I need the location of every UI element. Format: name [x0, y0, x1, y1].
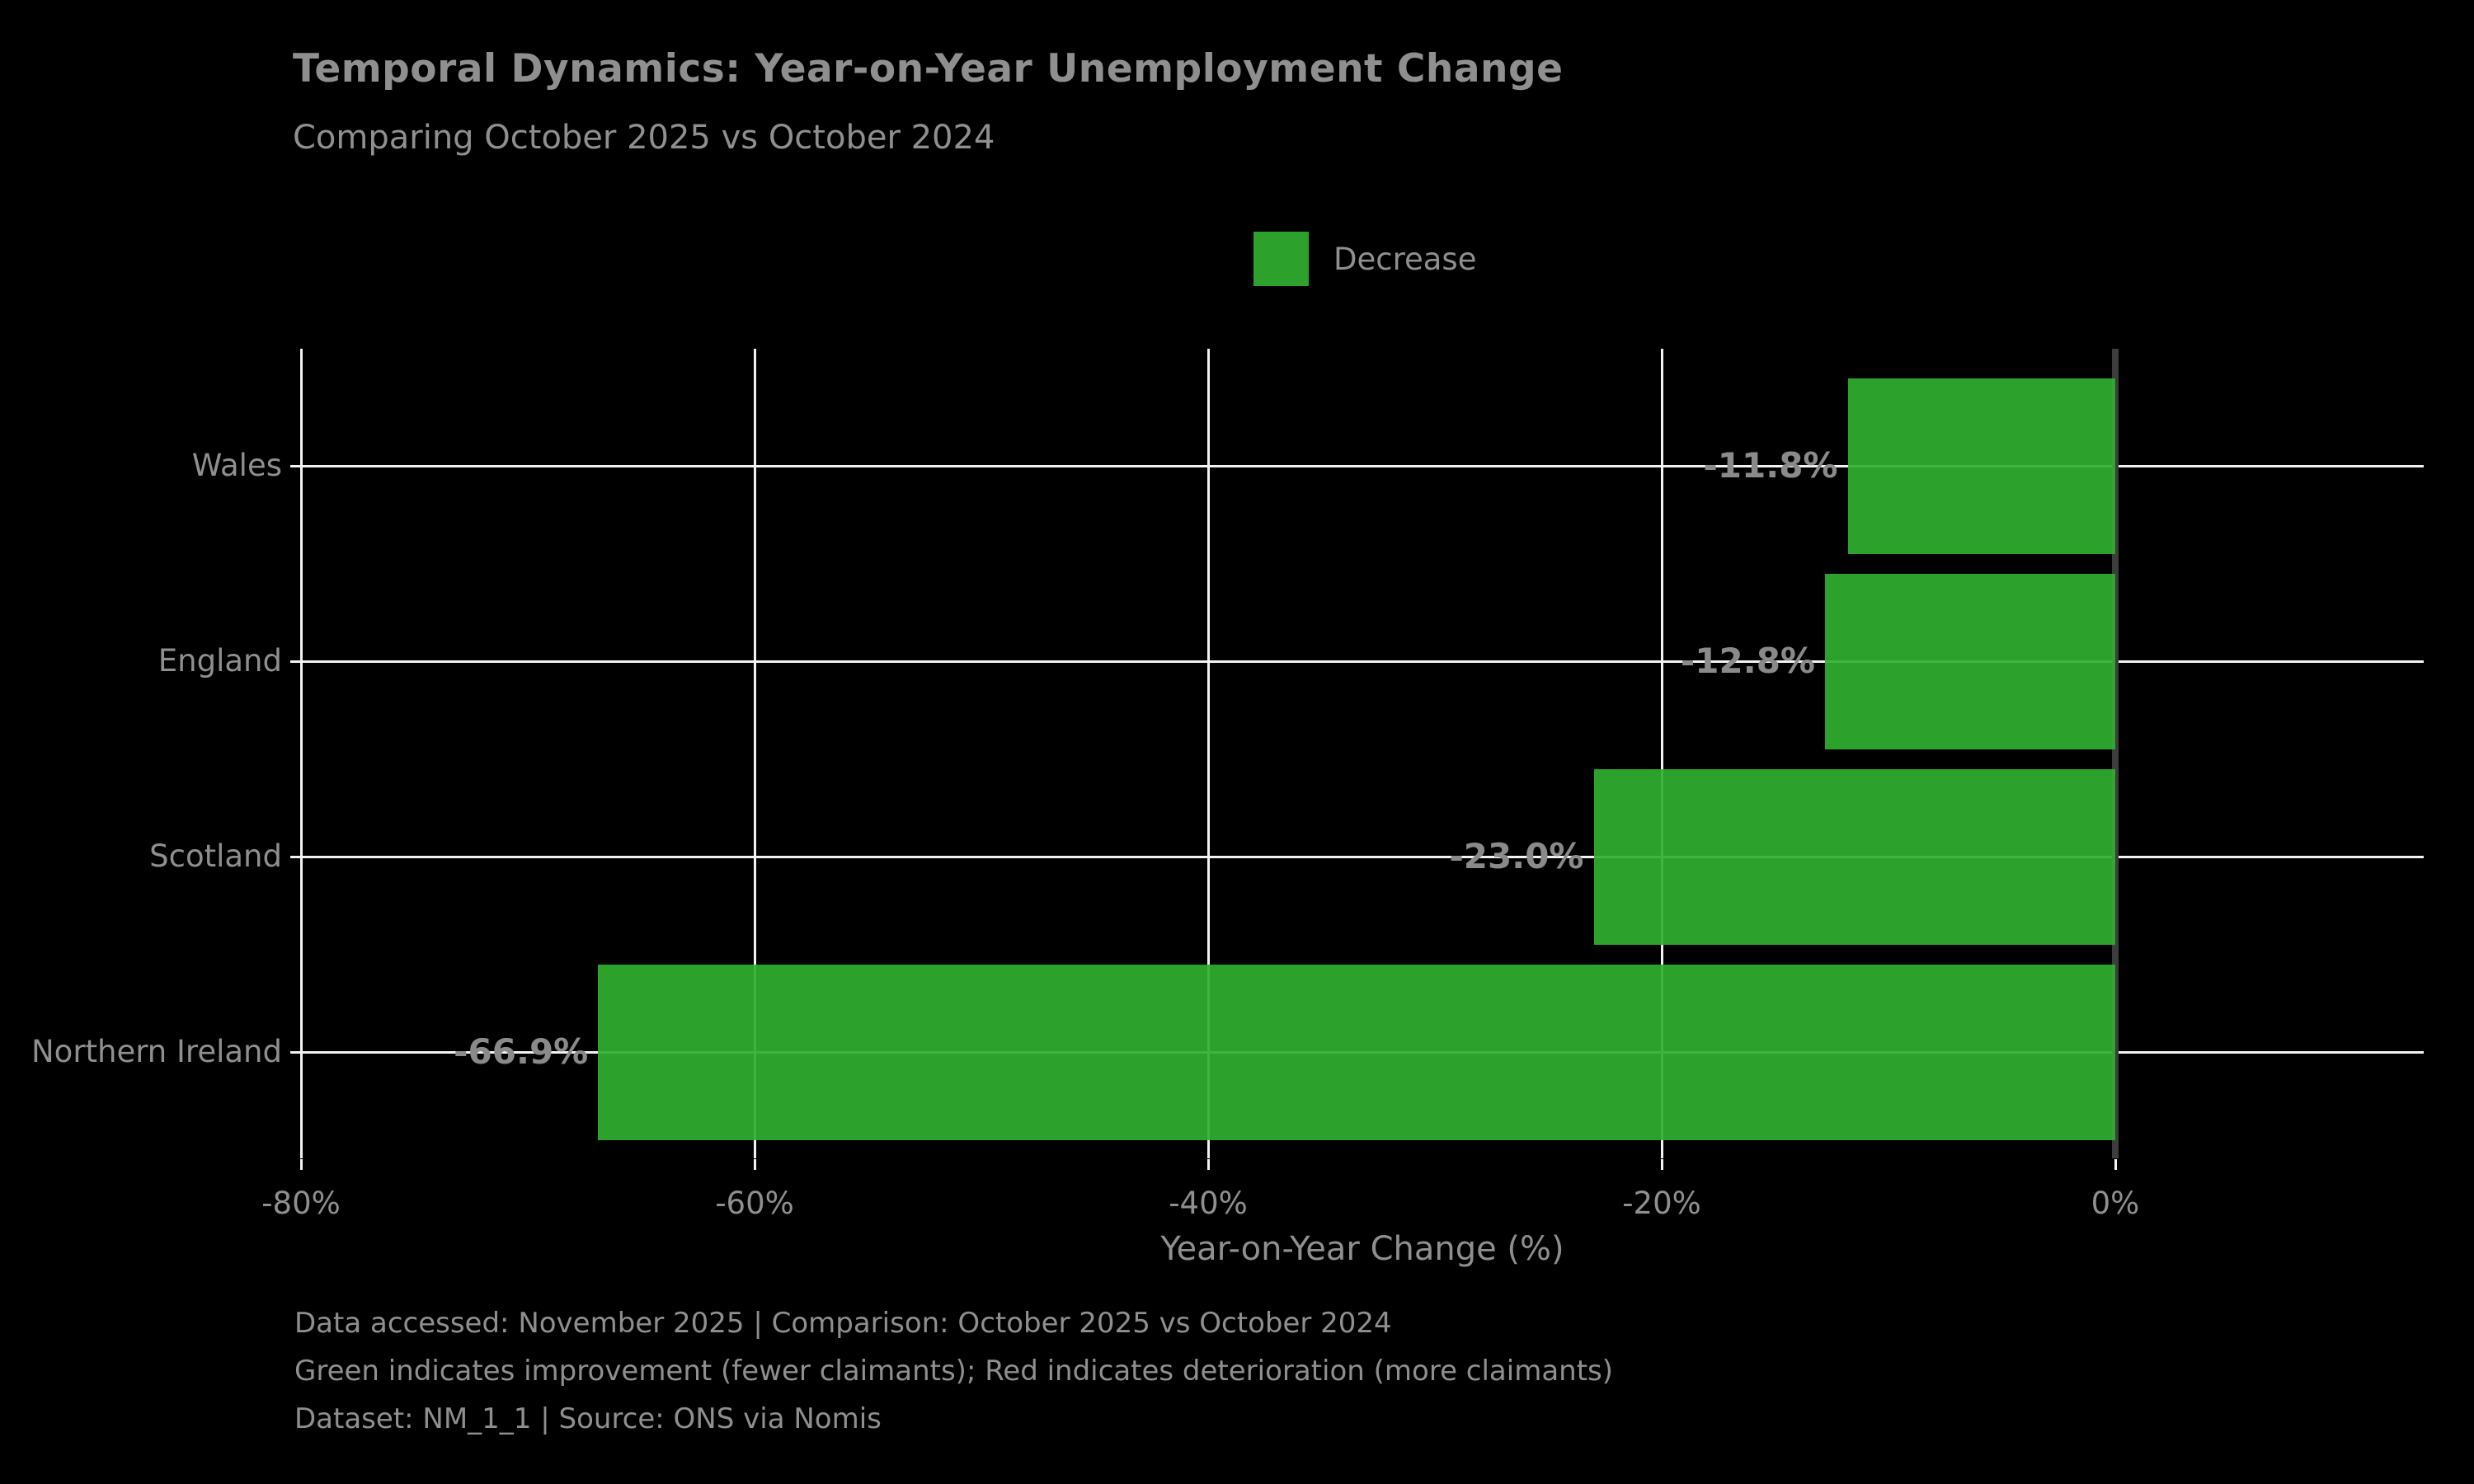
x-tick-label: -80% — [261, 1186, 341, 1221]
bar-northern-ireland — [598, 964, 2115, 1140]
x-tick-mark — [753, 1159, 756, 1170]
gridline-horizontal — [301, 855, 2424, 858]
footer-line-colorkey: Green indicates improvement (fewer claim… — [294, 1355, 1614, 1388]
category-label-wales: Wales — [191, 448, 282, 483]
x-tick-mark — [1660, 1159, 1663, 1170]
category-label-scotland: Scotland — [149, 838, 282, 874]
y-tick-mark — [290, 1050, 301, 1054]
x-tick-label: -40% — [1169, 1186, 1248, 1221]
value-label-wales: -11.8% — [1703, 445, 1838, 486]
gridline-vertical — [753, 349, 756, 1158]
gridline-vertical — [1206, 349, 1210, 1158]
gridline-vertical — [1660, 349, 1663, 1158]
x-tick-label: 0% — [2091, 1186, 2140, 1221]
legend: Decrease — [1253, 232, 1476, 286]
x-axis-label: Year-on-Year Change (%) — [1160, 1230, 1564, 1268]
zero-axis-line — [2112, 349, 2119, 1158]
footer-line-accessed: Data accessed: November 2025 | Compariso… — [294, 1307, 1392, 1340]
bar-wales — [1847, 378, 2115, 554]
chart-subtitle: Comparing October 2025 vs October 2024 — [293, 119, 995, 157]
bar-england — [1825, 573, 2115, 749]
category-label-northern-ireland: Northern Ireland — [31, 1034, 282, 1069]
x-tick-mark — [299, 1159, 303, 1170]
y-tick-mark — [290, 855, 301, 858]
gridline-vertical — [299, 349, 303, 1158]
footer-notes: Data accessed: November 2025 | Compariso… — [294, 1299, 1613, 1443]
value-label-northern-ireland: -66.9% — [454, 1031, 589, 1072]
chart-title: Temporal Dynamics: Year-on-Year Unemploy… — [293, 46, 1564, 92]
y-tick-mark — [290, 660, 301, 663]
x-tick-label: -60% — [715, 1186, 794, 1221]
bar-scotland — [1593, 768, 2115, 945]
x-tick-label: -20% — [1622, 1186, 1701, 1221]
gridline-horizontal — [301, 660, 2424, 663]
value-label-england: -12.8% — [1680, 641, 1815, 681]
y-tick-mark — [290, 464, 301, 467]
value-label-scotland: -23.0% — [1449, 836, 1584, 876]
category-label-england: England — [158, 643, 282, 679]
legend-swatch-decrease — [1253, 232, 1309, 286]
footer-line-source: Dataset: NM_1_1 | Source: ONS via Nomis — [294, 1402, 882, 1435]
x-tick-mark — [1206, 1159, 1210, 1170]
x-tick-mark — [2114, 1159, 2117, 1170]
legend-label-decrease: Decrease — [1333, 241, 1477, 277]
gridline-horizontal — [301, 464, 2424, 467]
